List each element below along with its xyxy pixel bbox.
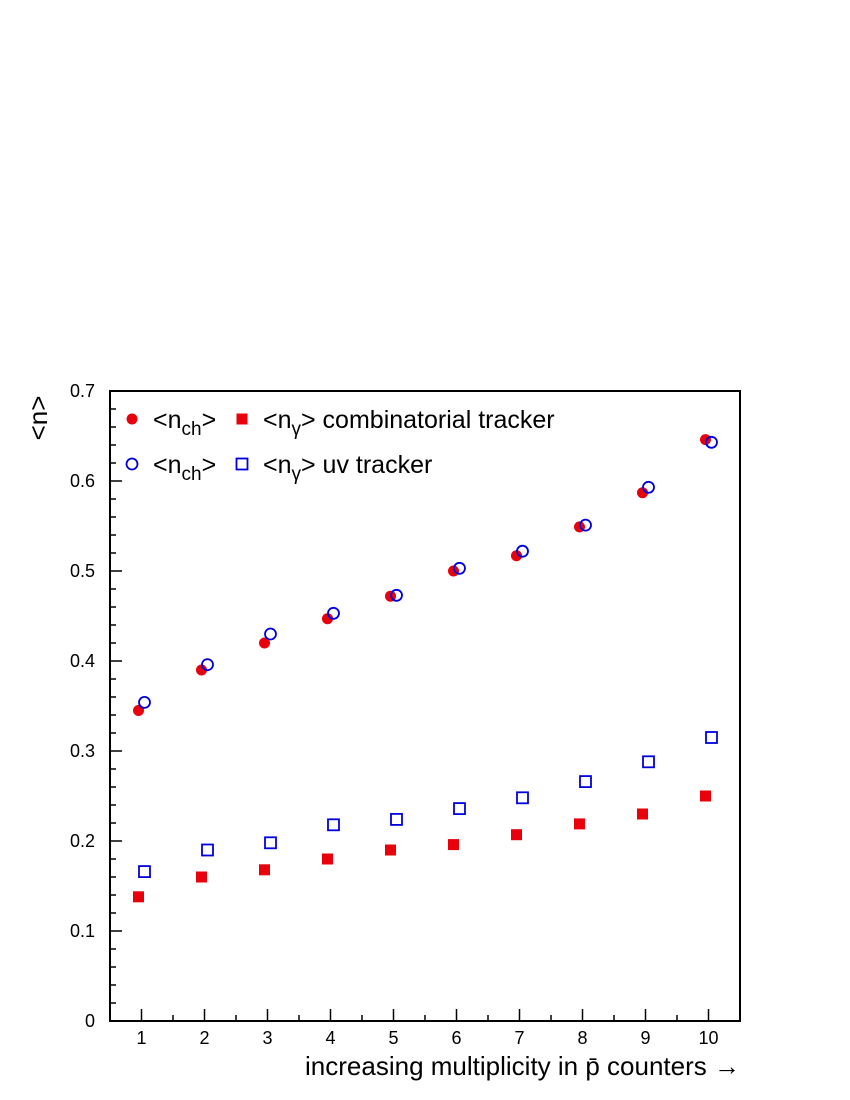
data-point	[264, 836, 277, 850]
data-point	[516, 544, 529, 558]
data-point	[327, 818, 340, 832]
x-tick-label: 4	[325, 1028, 335, 1048]
data-point	[453, 561, 466, 575]
x-tick-label: 6	[451, 1028, 461, 1048]
y-axis-title: <n>	[23, 396, 53, 441]
data-point	[390, 813, 403, 826]
data-point	[390, 588, 403, 602]
data-point	[133, 891, 144, 903]
x-tick-label: 3	[262, 1028, 272, 1048]
data-point	[579, 775, 592, 788]
data-point	[579, 518, 592, 532]
data-point	[637, 808, 648, 820]
data-point	[138, 696, 151, 709]
data-point	[516, 791, 529, 805]
data-point	[327, 606, 340, 620]
y-tick-label: 0.1	[70, 921, 95, 941]
data-point	[201, 658, 214, 671]
legend-marker-nch	[126, 413, 138, 425]
x-tick-label: 2	[199, 1028, 209, 1048]
data-point	[196, 871, 207, 883]
data-point	[264, 627, 277, 641]
y-tick-label: 0	[85, 1011, 95, 1031]
data-point	[511, 550, 522, 562]
legend-label-nch: <nch>	[153, 451, 216, 485]
axes-layer: 0 0.1 0.2 0.3 0.4 0.5 0.6 0.7 1 2 3 4 5 6 7 8 9 10	[70, 381, 741, 1048]
y-tick-label: 0.5	[70, 561, 95, 581]
y-tick-label: 0.2	[70, 831, 95, 851]
data-point	[642, 480, 655, 494]
data-point	[322, 853, 333, 865]
legend-marker-ngamma	[235, 457, 249, 471]
data-point	[322, 613, 333, 625]
data-point	[637, 487, 648, 499]
data-point	[574, 818, 585, 830]
data-point	[511, 829, 522, 841]
legend-label-ngamma: <nγ> uv tracker	[263, 451, 432, 485]
data-point	[642, 755, 655, 769]
data-point	[385, 844, 396, 856]
points-layer	[133, 434, 718, 903]
data-point	[196, 664, 207, 676]
series-3	[138, 435, 718, 709]
data-point	[138, 865, 151, 878]
x-tick-label: 9	[640, 1028, 650, 1048]
y-tick-label: 0.6	[70, 471, 95, 491]
data-point	[201, 843, 214, 857]
x-tick-label: 7	[514, 1028, 524, 1048]
legend: <nch> <nγ> combinatorial tracker <nch> <nγ>…	[125, 406, 555, 485]
y-tick-label: 0.3	[70, 741, 95, 761]
data-point	[448, 839, 459, 851]
y-tick-label: 0.4	[70, 651, 95, 671]
series-2	[133, 790, 711, 903]
series-4	[138, 731, 718, 878]
data-point	[259, 864, 270, 876]
legend-label-ngamma: <nγ> combinatorial tracker	[263, 406, 555, 440]
data-point	[453, 802, 466, 815]
legend-marker-nch	[125, 457, 139, 471]
legend-marker-ngamma	[236, 413, 248, 425]
data-point	[700, 790, 711, 802]
data-point	[705, 731, 718, 744]
x-tick-label: 5	[388, 1028, 398, 1048]
x-tick-label: 1	[136, 1028, 146, 1048]
x-tick-label: 8	[577, 1028, 587, 1048]
data-point	[259, 637, 270, 649]
x-axis-title: increasing multiplicity in p̄ counters →	[305, 1051, 740, 1081]
x-tick-label: 10	[698, 1028, 718, 1048]
data-point	[705, 435, 718, 449]
legend-label-nch: <nch>	[153, 406, 216, 440]
y-tick-label: 0.7	[70, 381, 95, 401]
